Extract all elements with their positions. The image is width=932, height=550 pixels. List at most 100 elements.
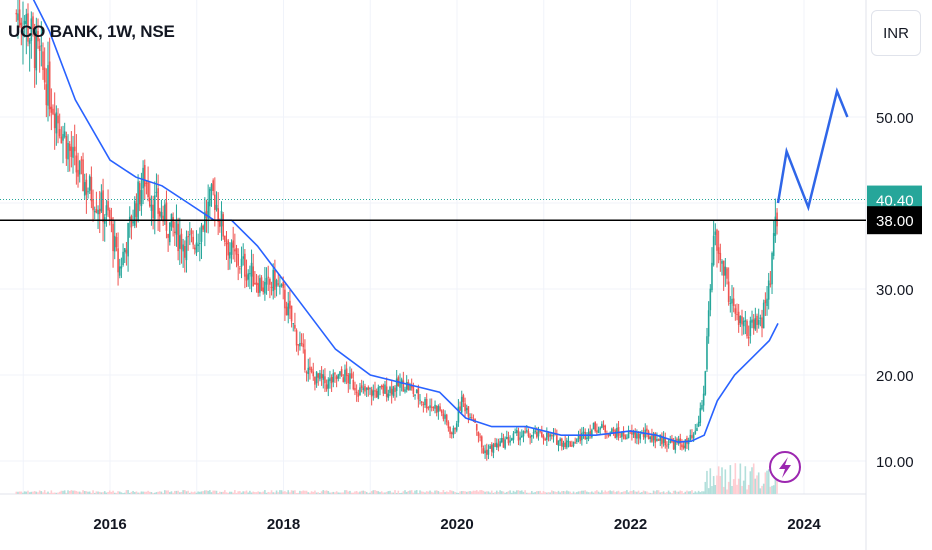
volume-bar: [295, 492, 298, 494]
candle-body: [420, 401, 423, 403]
volume-bar: [662, 491, 665, 494]
volume-bar: [47, 491, 49, 494]
candle-body: [18, 9, 21, 26]
candle-body: [325, 384, 328, 390]
candle-body: [569, 441, 571, 447]
candle-body: [297, 344, 300, 346]
candle-body: [48, 61, 51, 110]
candle-body: [679, 438, 682, 444]
volume-bar: [314, 490, 316, 494]
volume-bar: [70, 490, 73, 494]
volume-bar: [479, 490, 481, 494]
volume-bar: [470, 491, 473, 494]
volume-bar: [220, 491, 223, 494]
candle-body: [624, 435, 627, 440]
candle-body: [517, 430, 520, 441]
candle-body: [577, 434, 580, 440]
candle-body: [499, 441, 501, 447]
volume-bar: [734, 463, 737, 494]
volume-bar: [726, 489, 728, 494]
candle-body: [642, 433, 645, 437]
volume-bar: [589, 492, 591, 494]
candle-body: [110, 217, 113, 221]
volume-bar: [774, 475, 777, 494]
candle-body: [425, 398, 428, 409]
volume-bar: [621, 492, 623, 494]
candle-body: [387, 393, 390, 398]
volume-bar: [592, 492, 595, 494]
candle-body: [158, 211, 161, 217]
candle-body: [38, 46, 41, 51]
volume-bar: [449, 490, 451, 494]
volume-bar: [138, 492, 141, 494]
candle-body: [450, 432, 453, 434]
candle-body: [214, 194, 216, 210]
volume-bar: [437, 491, 440, 494]
candle-body: [726, 268, 728, 279]
volume-bar: [736, 484, 738, 494]
lightning-icon[interactable]: [769, 451, 801, 483]
volume-bar: [73, 490, 76, 494]
volume-bar: [112, 490, 114, 494]
volume-bar: [120, 492, 123, 494]
volume-bar: [33, 491, 36, 494]
candle-body: [72, 147, 74, 158]
candle-body: [78, 161, 81, 175]
volume-bar: [572, 491, 575, 494]
candle-body: [342, 377, 345, 382]
candle-body: [340, 369, 343, 376]
candle-body: [742, 320, 745, 327]
candle-body: [277, 283, 280, 285]
candle-body: [257, 283, 260, 294]
volume-bar: [526, 492, 528, 494]
candle-body: [532, 432, 535, 434]
candle-body: [315, 371, 318, 384]
candle-body: [681, 444, 683, 448]
candle-body: [317, 373, 320, 378]
candle-body: [219, 220, 221, 227]
currency-button[interactable]: INR: [871, 10, 921, 56]
volume-bar: [177, 490, 179, 494]
volume-bar: [225, 492, 228, 494]
volume-bar: [616, 491, 618, 494]
candle-body: [702, 393, 705, 406]
candle-body: [244, 253, 246, 277]
volume-bar: [32, 491, 34, 494]
volume-bar: [697, 490, 700, 494]
candle-body: [242, 256, 244, 259]
volume-bar: [147, 490, 149, 494]
candle-body: [632, 432, 635, 435]
candle-body: [232, 240, 234, 248]
candle-body: [439, 406, 441, 411]
candle-body: [769, 283, 772, 285]
candle-body: [534, 430, 536, 433]
volume-bar: [254, 492, 256, 494]
volume-bar: [445, 491, 448, 494]
projection-arrow[interactable]: [776, 87, 849, 212]
volume-bar: [217, 492, 219, 494]
x-axis[interactable]: 2016 2018 2020 2022 2024: [93, 516, 821, 533]
volume-bar: [270, 490, 273, 494]
candle-body: [627, 431, 630, 439]
volume-bar: [107, 491, 109, 494]
candle-body: [701, 405, 703, 410]
candle-body: [400, 379, 403, 384]
volume-bar: [767, 469, 770, 494]
volume-bar: [162, 492, 164, 494]
candle-body: [245, 274, 248, 281]
volume-bar: [300, 491, 303, 494]
candle-body: [259, 278, 261, 293]
candle-body: [289, 300, 291, 309]
candle-body: [541, 432, 543, 437]
volume-bar: [515, 490, 518, 494]
volume-bar: [527, 492, 530, 494]
volume-bar: [209, 490, 211, 494]
candle-body: [302, 343, 305, 348]
candle-body: [62, 134, 64, 141]
volume-bar: [517, 490, 520, 494]
volume-bar: [485, 491, 488, 494]
volume-bar: [230, 491, 233, 494]
volume-bar: [30, 491, 33, 494]
